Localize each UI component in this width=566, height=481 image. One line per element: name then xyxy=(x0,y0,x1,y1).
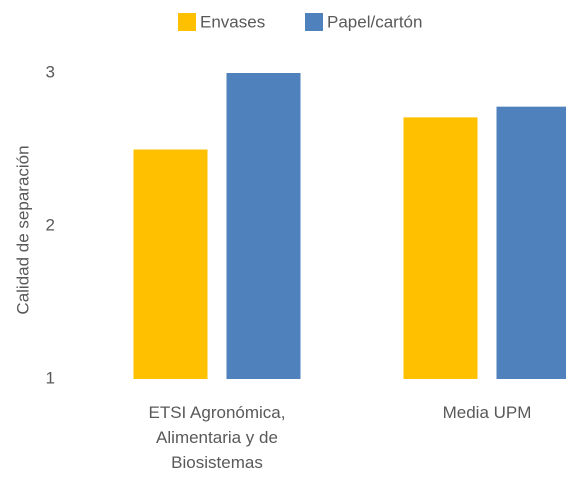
legend-swatch xyxy=(305,13,323,31)
legend-swatch xyxy=(178,13,196,31)
bar xyxy=(226,73,301,379)
bar xyxy=(403,117,478,380)
y-tick-label: 2 xyxy=(46,215,55,234)
x-tick-label: ETSI Agronómica, Alimentaria y de Biosis… xyxy=(148,403,286,472)
bar xyxy=(133,149,208,379)
x-tick-label: Media UPM xyxy=(442,403,532,422)
y-tick-label: 1 xyxy=(46,368,55,387)
y-axis-label: Calidad de separación xyxy=(13,145,32,314)
bar xyxy=(496,106,566,379)
legend-label: Envases xyxy=(200,12,265,31)
y-tick-label: 3 xyxy=(46,62,55,81)
legend-label: Papel/cartón xyxy=(327,12,422,31)
